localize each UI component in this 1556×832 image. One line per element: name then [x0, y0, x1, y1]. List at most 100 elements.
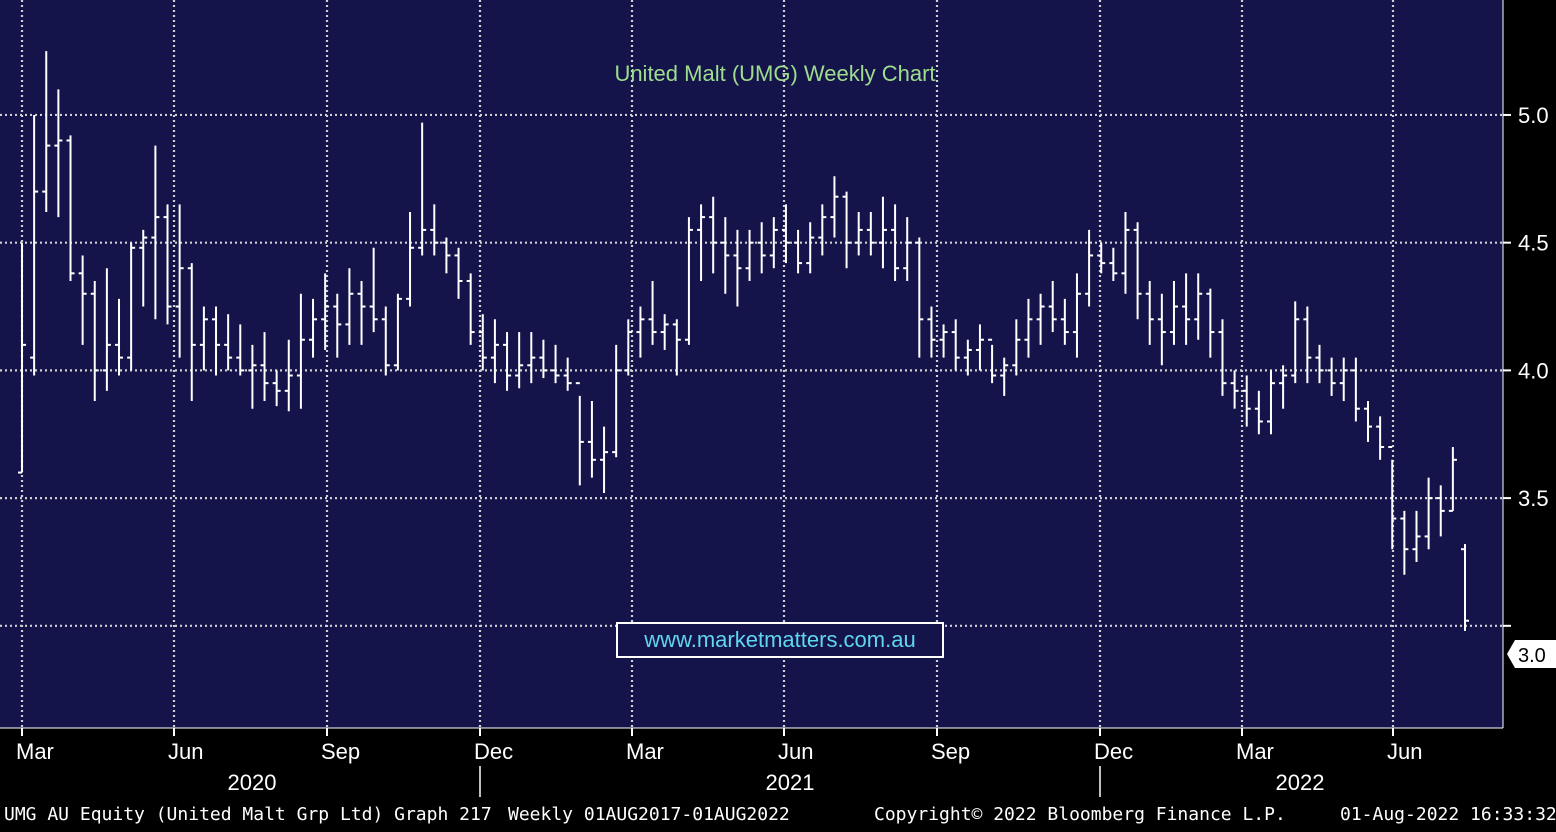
ohlc-bar — [1121, 212, 1130, 294]
ohlc-bar — [781, 204, 790, 264]
y-tick-label: 3.5 — [1518, 486, 1549, 511]
ohlc-bar — [430, 204, 439, 256]
ohlc-bar — [697, 204, 706, 281]
ohlc-bar — [212, 306, 221, 376]
ohlc-bar — [1315, 344, 1324, 384]
ohlc-bar — [454, 247, 463, 299]
footer-security: UMG AU Equity (United Malt Grp Ltd) Grap… — [4, 804, 492, 825]
ohlc-bar — [757, 222, 766, 274]
y-tick-label: 5.0 — [1518, 103, 1549, 128]
ohlc-bar — [745, 229, 754, 281]
ohlc-bar — [1424, 477, 1433, 550]
ohlc-bar — [1060, 298, 1069, 345]
ohlc-bar — [1303, 306, 1312, 384]
ohlc-bar — [1036, 293, 1045, 345]
ohlc-bar — [842, 191, 851, 269]
ohlc-bar — [1145, 280, 1154, 345]
ohlc-bar — [1388, 446, 1397, 550]
ohlc-bar — [830, 176, 839, 238]
footer: UMG AU Equity (United Malt Grp Ltd) Grap… — [0, 801, 1556, 832]
ohlc-bar — [709, 196, 718, 274]
ohlc-bar — [575, 382, 584, 486]
ohlc-bar — [42, 51, 51, 213]
ohlc-bar — [927, 306, 936, 358]
ohlc-bar — [1254, 390, 1263, 435]
ohlc-bar — [624, 319, 633, 376]
ohlc-bar — [18, 242, 26, 474]
ohlc-bar — [163, 204, 172, 325]
ohlc-bar — [903, 217, 912, 281]
ohlc-bar — [1279, 365, 1288, 409]
y-axis: 5.0 4.5 4.0 3.5 — [1503, 103, 1549, 627]
ohlc-bar — [175, 204, 184, 358]
x-month-label: Jun — [168, 739, 203, 764]
ohlc-bar — [296, 293, 305, 409]
ohlc-bar — [224, 314, 233, 371]
ohlc-bar — [284, 339, 293, 412]
ohlc-bar — [30, 114, 39, 376]
ohlc-bar — [963, 339, 972, 376]
ohlc-bar — [878, 196, 887, 269]
ohlc-bar — [1133, 222, 1142, 320]
ohlc-bar — [733, 229, 742, 307]
ohlc-bar — [369, 247, 378, 333]
ohlc-bar — [442, 237, 451, 274]
ohlc-bar — [988, 338, 997, 384]
ohlc-bar — [66, 135, 75, 281]
ohlc-bar — [527, 332, 536, 384]
ohlc-bar — [406, 212, 415, 307]
ohlc-bar — [381, 306, 390, 376]
ohlc-bar — [806, 222, 815, 274]
ohlc-bar — [1012, 319, 1021, 376]
footer-timestamp: 01-Aug-2022 16:33:32 — [1340, 804, 1556, 825]
ohlc-bar — [1339, 357, 1348, 402]
plot-area — [0, 0, 1503, 728]
ohlc-bar — [1072, 273, 1081, 358]
ohlc-bar — [54, 89, 63, 218]
footer-copyright: Copyright© 2022 Bloomberg Finance L.P. — [874, 804, 1286, 825]
ohlc-bar — [78, 255, 87, 345]
ohlc-bar — [794, 229, 803, 274]
ohlc-bar — [272, 370, 281, 407]
x-month-label: Sep — [931, 739, 970, 764]
x-month-label: Mar — [16, 739, 54, 764]
ohlc-bar — [115, 298, 124, 376]
ohlc-bar — [345, 268, 354, 345]
ohlc-bar — [1230, 370, 1239, 409]
ohlc-bar — [515, 332, 524, 389]
x-axis: Mar Jun Sep Dec Mar Jun Sep Dec Mar Jun 2020 2021 20… — [16, 728, 1422, 797]
ohlc-bar — [1461, 544, 1469, 631]
ohlc-bar — [1024, 298, 1033, 358]
x-month-label: Mar — [1236, 739, 1274, 764]
ohlc-bar — [333, 293, 342, 358]
x-month-label: Mar — [626, 739, 664, 764]
ohlc-bar — [490, 319, 499, 384]
x-year-label: 2022 — [1276, 770, 1325, 795]
ohlc-bar — [466, 273, 475, 345]
ohlc-bar — [321, 273, 330, 350]
watermark[interactable]: www.marketmatters.com.au — [616, 622, 944, 658]
ohlc-bar — [551, 344, 560, 384]
ohlc-bar — [393, 293, 402, 371]
last-price-label: 3.0 — [1518, 645, 1546, 667]
ohlc-bar — [309, 298, 318, 358]
ohlc-bar — [660, 314, 669, 350]
last-price-marker: 3.0 — [1507, 640, 1556, 668]
ohlc-bar — [636, 306, 645, 358]
ohlc-bar — [1400, 510, 1409, 575]
ohlc-bar — [1048, 280, 1057, 333]
ohlc-bar — [1266, 370, 1275, 435]
ohlc-bar — [854, 212, 863, 256]
footer-range: Weekly 01AUG2017-01AUG2022 — [508, 804, 790, 825]
ohlc-bar — [1206, 288, 1215, 358]
ohlc-bar — [939, 324, 948, 358]
ohlc-bar — [503, 332, 512, 391]
ohlc-bar — [975, 324, 984, 371]
x-year-label: 2020 — [228, 770, 277, 795]
ohlc-bar — [418, 122, 427, 256]
ohlc-bar — [818, 204, 827, 256]
ohlc-bar — [684, 217, 693, 345]
ohlc-bar — [1169, 280, 1178, 345]
ohlc-bar — [1351, 357, 1360, 422]
ohlc-bar — [1412, 510, 1421, 562]
